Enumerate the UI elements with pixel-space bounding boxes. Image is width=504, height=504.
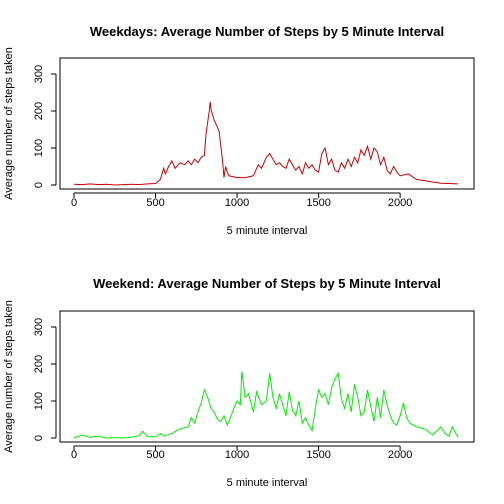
chart-title: Weekdays: Average Number of Steps by 5 M… [90,24,444,39]
y-tick-label: 300 [33,65,45,83]
x-tick-label: 2000 [388,449,412,461]
x-tick-label: 500 [146,449,164,461]
x-tick-label: 1000 [225,449,249,461]
y-axis: 0 100 200 300 [33,318,57,441]
y-axis: 0 100 200 300 [33,65,57,188]
series-line-weekend [73,371,459,439]
y-axis-label: Average number of steps taken [3,47,15,200]
y-tick-label: 300 [33,318,45,336]
chart-title: Weekend: Average Number of Steps by 5 Mi… [93,276,441,291]
x-tick-label: 1500 [306,197,330,209]
x-tick-label: 2000 [388,197,412,209]
x-axis: 0 500 1000 1500 2000 [71,192,412,209]
series-line-weekdays [73,101,459,186]
chart-panel-weekend: Weekend: Average Number of Steps by 5 Mi… [3,276,475,489]
x-axis: 0 500 1000 1500 2000 [71,445,412,461]
y-tick-label: 100 [33,139,45,157]
y-tick-label: 100 [33,392,45,410]
y-tick-label: 200 [33,355,45,373]
x-tick-label: 1500 [306,449,330,461]
x-tick-label: 1000 [225,197,249,209]
plot-frame [59,57,475,190]
y-axis-label: Average number of steps taken [3,300,15,453]
plot-frame [59,310,475,443]
y-tick-label: 0 [33,435,45,441]
x-tick-label: 0 [71,449,77,461]
chart-panel-weekdays: Weekdays: Average Number of Steps by 5 M… [3,24,475,237]
x-axis-label: 5 minute interval [227,225,308,237]
x-tick-label: 500 [146,197,164,209]
y-tick-label: 0 [33,182,45,188]
y-tick-label: 200 [33,102,45,120]
x-axis-label: 5 minute interval [227,477,308,489]
x-tick-label: 0 [71,197,77,209]
